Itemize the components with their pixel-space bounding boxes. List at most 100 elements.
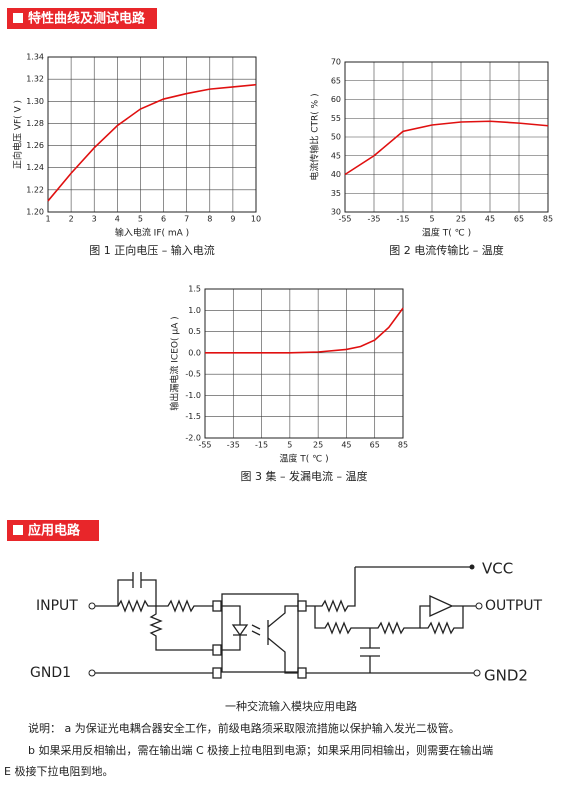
y-tick-label: 1.34 (26, 53, 44, 62)
x-tick-label: 5 (287, 441, 292, 450)
section-header-bg (7, 8, 157, 29)
resistor (314, 605, 430, 635)
resistor (149, 606, 213, 651)
note: b 如果采用反相输出，需在输出端 C 极接上拉电阻到电源；如果采用同相输出，则需… (28, 743, 493, 757)
y-tick-label: -2.0 (185, 434, 201, 443)
resistor (306, 567, 356, 613)
y-tick-label: 30 (331, 208, 341, 217)
output-label: OUTPUT (485, 598, 543, 614)
y-axis-label: 电流传输比 CTR( % ) (309, 93, 321, 180)
led (221, 605, 249, 651)
x-tick-label: 85 (398, 441, 408, 450)
data-line (344, 120, 549, 176)
terminal (88, 602, 96, 610)
x-tick-label: -55 (338, 215, 351, 224)
transistor (267, 605, 298, 674)
y-tick-label: 1.5 (188, 285, 201, 294)
note: E 极接下拉电阻到地。 (4, 764, 113, 778)
x-axis-label: 输入电流 IF( mA ) (115, 227, 189, 239)
header-icon (13, 13, 23, 23)
y-tick-label: 0.0 (188, 348, 201, 357)
x-tick-label: 65 (514, 215, 524, 224)
x-tick-label: 65 (370, 441, 380, 450)
x-tick-label: 8 (207, 215, 212, 224)
y-tick-label: 45 (331, 151, 341, 160)
y-tick-label: 1.22 (26, 185, 44, 194)
x-tick-label: 45 (485, 215, 495, 224)
y-tick-label: 1.32 (26, 75, 44, 84)
circuit-caption: 一种交流输入模块应用电路 (225, 699, 357, 713)
capacitor (360, 628, 380, 673)
section-header-bg (7, 520, 99, 541)
terminal (473, 669, 481, 677)
gnd2-label: GND2 (484, 667, 528, 685)
pin (297, 600, 307, 612)
x-tick-label: 3 (92, 215, 97, 224)
x-tick-label: -35 (367, 215, 380, 224)
plot-frame (344, 61, 549, 213)
terminal (469, 564, 475, 570)
x-tick-label: 9 (230, 215, 235, 224)
vcc-label: VCC (482, 560, 513, 578)
section-title: 应用电路 (28, 523, 81, 539)
chart-caption: 图 1 正向电压 – 输入电流 (89, 243, 214, 257)
data-line (205, 307, 404, 354)
buffer (429, 594, 476, 618)
capacitor (117, 572, 157, 606)
y-tick-label: -1.0 (185, 391, 201, 400)
section-title: 特性曲线及测试电路 (28, 11, 146, 27)
x-tick-label: 5 (429, 215, 434, 224)
x-tick-label: -35 (227, 441, 240, 450)
pin (212, 600, 222, 612)
y-tick-label: 50 (331, 133, 341, 142)
chart-caption: 图 2 电流传输比 – 温度 (389, 243, 503, 257)
pin (212, 667, 222, 679)
header-icon (13, 525, 23, 535)
input-label: INPUT (36, 598, 78, 614)
x-tick-label: 25 (313, 441, 323, 450)
plot-frame (47, 56, 257, 213)
x-tick-label: -15 (255, 441, 268, 450)
y-tick-label: 55 (331, 114, 341, 123)
data-line (47, 83, 257, 202)
x-tick-label: 10 (251, 215, 261, 224)
x-axis-label: 温度 T( ℃ ) (422, 227, 471, 239)
y-tick-label: 35 (331, 189, 341, 198)
terminal (475, 602, 483, 610)
gnd1-label: GND1 (30, 665, 71, 681)
y-tick-label: -1.5 (185, 412, 201, 421)
optocoupler (221, 593, 299, 673)
y-tick-label: 1.24 (26, 163, 44, 172)
terminal (88, 669, 96, 677)
y-tick-label: 65 (331, 76, 341, 85)
y-tick-label: 1.20 (26, 208, 44, 217)
note: 说明： a 为保证光电耦合器安全工作，前级电路须采取限流措施以保护输入发光二极管… (28, 721, 460, 735)
y-tick-label: 60 (331, 95, 341, 104)
circuit: VCC INPUT OUTPUT GND1 GND2 (30, 560, 543, 685)
x-tick-label: 25 (456, 215, 466, 224)
y-tick-label: 1.28 (26, 119, 44, 128)
x-tick-label: 2 (69, 215, 74, 224)
x-tick-label: 6 (161, 215, 166, 224)
pin (297, 667, 307, 679)
x-tick-label: -55 (198, 441, 211, 450)
pin (212, 644, 222, 656)
x-tick-label: 85 (543, 215, 553, 224)
y-axis-label: 输出漏电流 ICEO( μA ) (169, 316, 181, 410)
y-tick-label: 1.26 (26, 141, 44, 150)
resistor (420, 606, 464, 635)
x-axis-label: 温度 T( ℃ ) (279, 453, 328, 465)
y-tick-label: 0.5 (188, 327, 201, 336)
light (251, 624, 261, 636)
y-tick-label: 1.30 (26, 97, 44, 106)
y-tick-label: 1.0 (188, 306, 201, 315)
x-tick-label: 7 (184, 215, 189, 224)
y-axis-label: 正向电压 VF( V ) (12, 100, 24, 169)
y-tick-label: -0.5 (185, 370, 201, 379)
plot-frame (204, 288, 404, 439)
x-tick-label: 4 (115, 215, 120, 224)
x-tick-label: 1 (45, 215, 50, 224)
y-tick-label: 40 (331, 170, 341, 179)
x-tick-label: 5 (138, 215, 143, 224)
